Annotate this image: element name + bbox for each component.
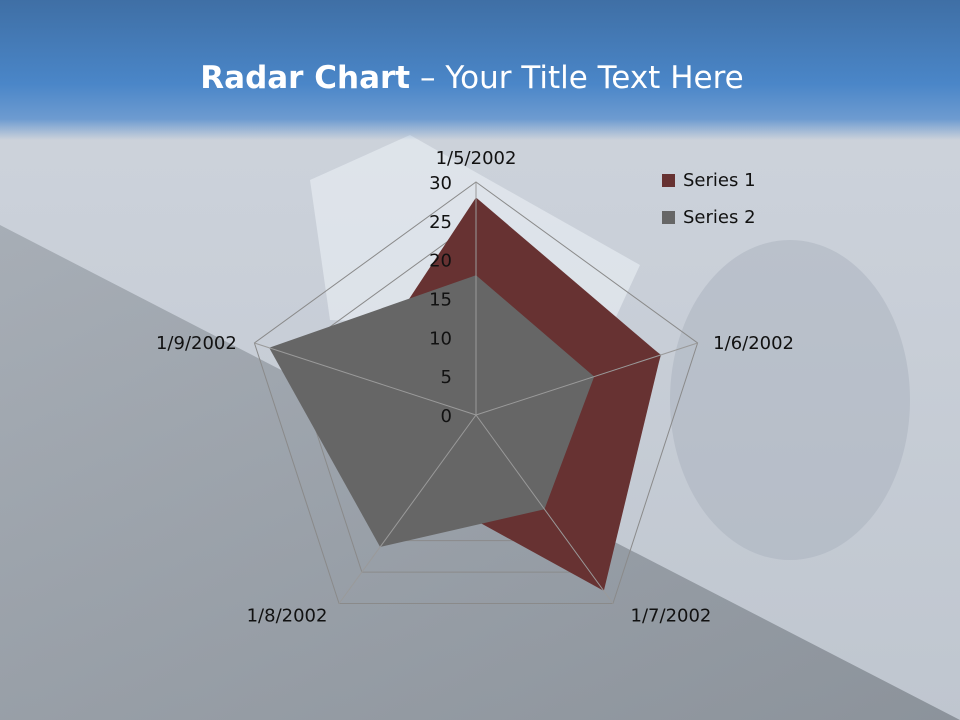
legend-swatch <box>662 174 675 187</box>
axis-line <box>254 342 477 416</box>
category-label: 1/5/2002 <box>436 148 517 169</box>
gridline <box>253 181 699 605</box>
axis-line <box>338 414 477 604</box>
legend-item-series1: Series 1 <box>662 162 756 199</box>
category-label: 1/8/2002 <box>247 606 328 627</box>
tick-label: 25 <box>429 212 452 233</box>
slide-title: Radar Chart – Your Title Text Here <box>0 60 944 96</box>
tick-label: 20 <box>429 251 452 272</box>
legend-item-series2: Series 2 <box>662 199 756 236</box>
title-rest: – Your Title Text Here <box>410 60 744 96</box>
tick-label: 15 <box>429 290 452 311</box>
category-label: 1/6/2002 <box>713 333 794 354</box>
tick-label: 5 <box>441 367 452 388</box>
legend-swatch <box>662 211 675 224</box>
tick-label: 10 <box>429 328 452 349</box>
tick-label: 0 <box>441 406 452 427</box>
legend: Series 1 Series 2 <box>662 162 756 236</box>
category-label: 1/7/2002 <box>631 606 712 627</box>
legend-label: Series 1 <box>683 170 756 191</box>
tick-label: 30 <box>429 173 452 194</box>
category-label: 1/9/2002 <box>156 333 237 354</box>
axis-line <box>475 342 698 416</box>
title-banner <box>0 0 960 140</box>
axis-line <box>475 414 614 604</box>
title-bold: Radar Chart <box>200 60 411 96</box>
legend-label: Series 2 <box>683 207 756 228</box>
series-area-2 <box>269 275 595 547</box>
